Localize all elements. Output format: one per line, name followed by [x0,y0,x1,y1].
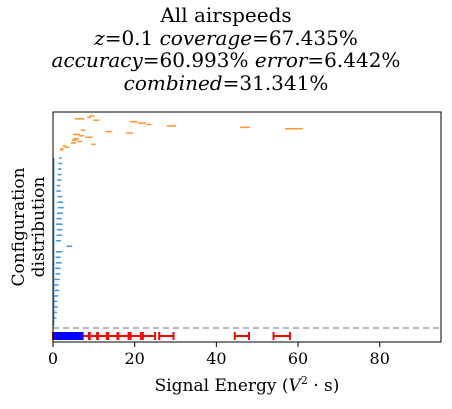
subtitle-segment: coverage [159,25,253,50]
subtitle-segment: combined [123,70,223,95]
x-axis-label-sup: 2 [301,374,308,387]
x-axis-ticks: 0 20 40 60 80 [48,342,390,368]
subtitle-segment: accuracy [51,48,143,72]
marker-point [68,332,73,340]
x-tick-label: 60 [288,349,308,368]
chart-title-block: All airspeeds z=0.1 coverage=67.435% acc… [0,4,452,94]
x-tick-label: 20 [125,349,145,368]
x-axis-label-symbol: V [289,376,303,396]
subtitle-segment: z [94,25,105,50]
x-tick-label: 80 [370,349,390,368]
x-tick-label: 40 [206,349,226,368]
marker-point [74,332,79,340]
x-axis-label: Signal Energy (V2 · s) [155,374,340,396]
plot-frame [52,111,442,343]
subtitle-segment: =0.1 [104,25,160,50]
subtitle-segment: =60.993% [142,48,255,72]
marker-point [77,332,82,340]
chart-subtitle-line: accuracy=60.993% error=6.442% [0,49,452,72]
subtitle-segment: =31.341% [222,70,329,95]
y-axis-label-line-1: Configuration [9,167,29,286]
marker-point [79,332,84,340]
marker-point [72,332,77,340]
x-axis-label-main: Signal Energy ( [155,376,289,396]
subtitle-segment: =6.442% [307,48,401,72]
marker-point [70,332,75,340]
chart-subtitle-line: combined=31.341% [0,70,452,95]
y-axis-label: Configuration distribution [9,167,49,286]
subtitle-segment: =67.435% [252,25,358,50]
subtitle-segment: error [254,48,308,72]
x-axis-label-tail: · s) [308,376,340,396]
marker-point [66,332,71,340]
chart-subtitle-line: z=0.1 coverage=67.435% [0,25,452,50]
chart-title: All airspeeds [160,3,292,27]
y-axis-label-line-2: distribution [29,177,49,278]
chart-marks [52,115,441,340]
x-tick-label: 0 [48,349,58,368]
